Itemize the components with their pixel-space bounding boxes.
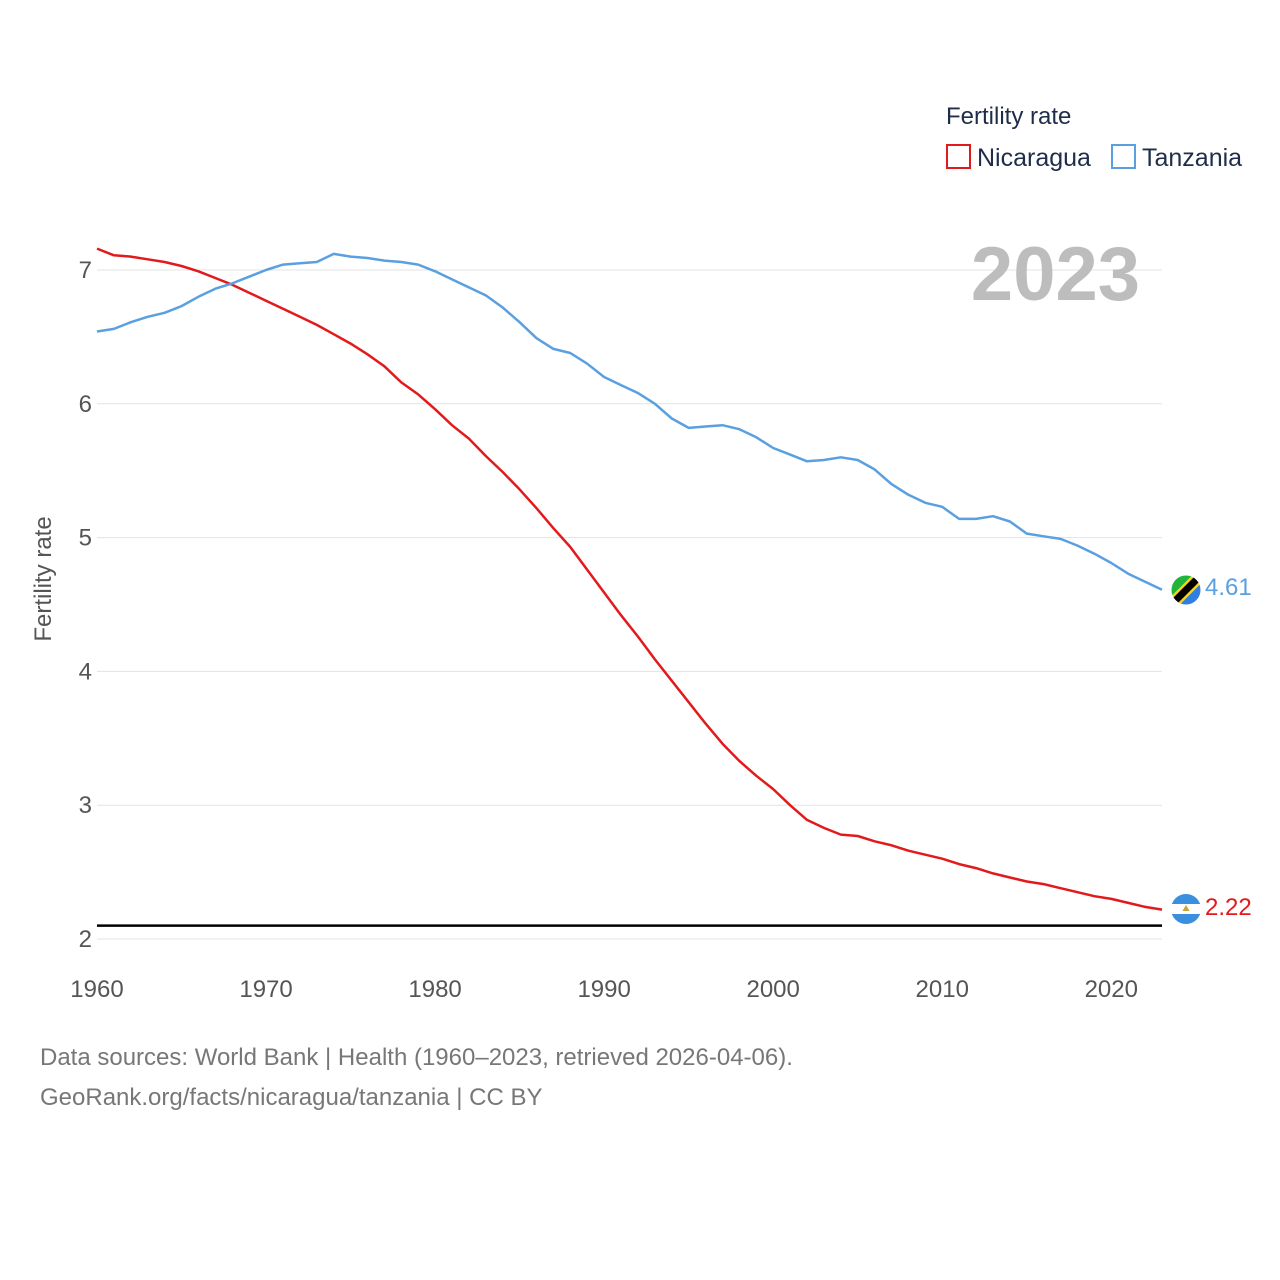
y-tick-label: 3 xyxy=(79,792,92,819)
legend-label-nicaragua[interactable]: Nicaragua xyxy=(977,144,1091,172)
y-tick-label: 5 xyxy=(79,525,92,552)
series-lines xyxy=(96,247,1163,911)
x-tick-label: 1990 xyxy=(577,976,630,1003)
source-link[interactable]: GeoRank.org/facts/nicaragua/tanzania | C… xyxy=(40,1084,543,1111)
year-label: 2023 xyxy=(971,232,1140,317)
legend-swatch-tanzania[interactable] xyxy=(1111,144,1136,169)
x-tick-label: 1980 xyxy=(408,976,461,1003)
legend-label-tanzania[interactable]: Tanzania xyxy=(1142,144,1242,172)
y-tick-label: 7 xyxy=(79,257,92,284)
x-axis-ticks: 1960 1970 1980 1990 2000 2010 2020 xyxy=(70,976,1138,1003)
x-tick-label: 2010 xyxy=(916,976,969,1003)
y-tick-label: 6 xyxy=(79,391,92,418)
source-line: Data sources: World Bank | Health (1960–… xyxy=(40,1044,793,1071)
series-line-tanzania[interactable] xyxy=(96,252,1163,591)
legend-title: Fertility rate xyxy=(946,103,1071,130)
y-tick-label: 2 xyxy=(79,926,92,953)
y-axis-title: Fertility rate xyxy=(30,516,57,641)
x-tick-label: 1960 xyxy=(70,976,123,1003)
x-tick-label: 1970 xyxy=(239,976,292,1003)
gridlines xyxy=(97,269,1162,940)
x-tick-label: 2000 xyxy=(746,976,799,1003)
nicaragua-flag-icon xyxy=(1171,894,1201,924)
series-line-nicaragua[interactable] xyxy=(96,247,1163,911)
y-tick-label: 4 xyxy=(79,658,92,685)
x-tick-label: 2020 xyxy=(1085,976,1138,1003)
tanzania-flag-icon xyxy=(1171,575,1201,605)
legend-swatch-nicaragua[interactable] xyxy=(946,144,971,169)
nicaragua-end-value: 2.22 xyxy=(1205,894,1252,921)
y-axis-ticks: 2 3 4 5 6 7 xyxy=(79,257,92,953)
tanzania-end-value: 4.61 xyxy=(1205,574,1252,601)
